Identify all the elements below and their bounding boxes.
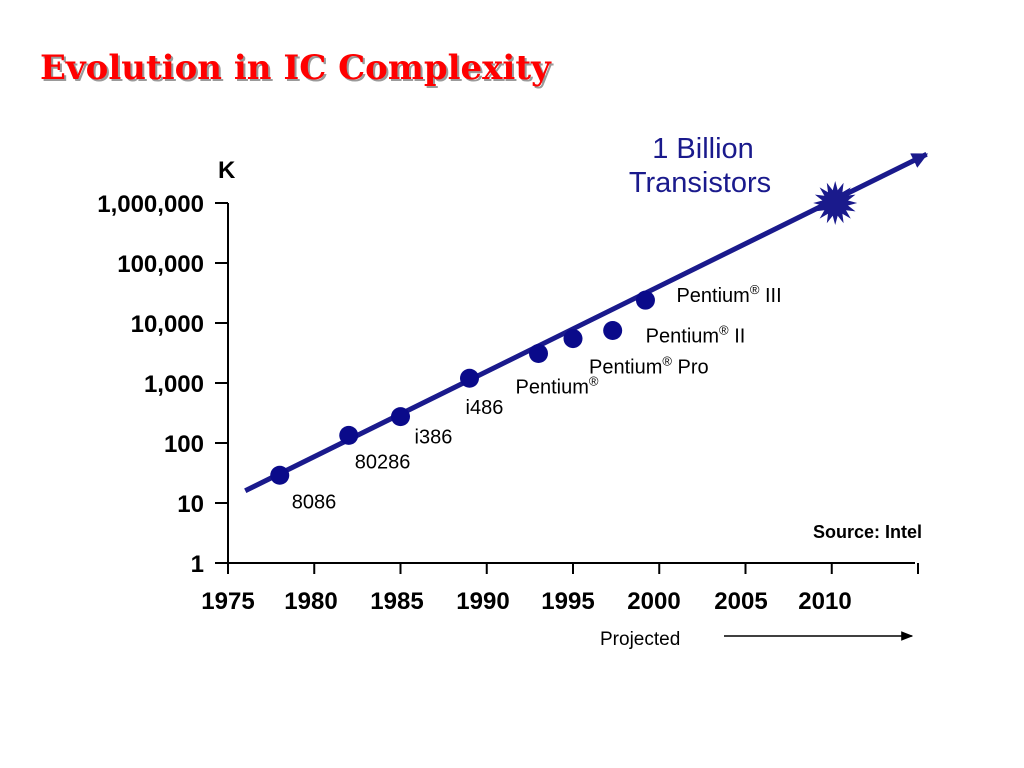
x-tick-label: 2010	[798, 588, 851, 615]
data-point-label: i486	[466, 397, 504, 419]
y-tick-label: 10,000	[131, 311, 204, 338]
data-point-marker	[270, 465, 290, 485]
x-tick-label: 1975	[201, 588, 254, 615]
y-tick-label: 1,000	[144, 371, 204, 398]
data-point-marker	[603, 320, 623, 340]
data-point-marker	[563, 329, 583, 349]
milestone-callout: 1 Billion Transistors	[629, 133, 771, 199]
milestone-label-line2: Transistors	[629, 167, 771, 199]
data-point-label: Pentium®	[516, 374, 599, 399]
y-tick-label: 100,000	[117, 251, 204, 278]
data-point-label: Pentium® III	[676, 282, 781, 307]
y-axis-ticks: 1 10 100 1,000 10,000 100,000 1,000,000	[97, 191, 228, 578]
data-point-marker	[391, 407, 410, 427]
data-point-label: 80286	[355, 451, 411, 473]
data-point-marker	[529, 344, 548, 364]
source-note: Source: Intel	[813, 522, 922, 542]
milestone-starburst-icon	[813, 181, 858, 225]
x-tick-label: 1980	[284, 588, 337, 615]
data-point-label: i386	[415, 427, 453, 449]
x-tick-label: 1990	[456, 588, 509, 615]
data-point-marker	[635, 290, 655, 310]
y-tick-label: 1,000,000	[97, 191, 204, 218]
y-tick-label: 100	[164, 431, 204, 458]
y-axis-unit-label: K	[218, 157, 236, 184]
trend-line	[244, 151, 929, 493]
data-point-label: Pentium® II	[646, 322, 746, 347]
data-point-marker	[460, 368, 479, 388]
x-tick-label: 2000	[627, 588, 680, 615]
x-tick-label: 2005	[714, 588, 767, 615]
milestone-label-line1: 1 Billion	[652, 133, 754, 165]
projected-label: Projected	[600, 629, 680, 650]
y-tick-label: 10	[177, 491, 204, 518]
data-point-label: Pentium® Pro	[589, 354, 709, 379]
data-point-marker	[339, 425, 359, 445]
x-tick-label: 1985	[370, 588, 423, 615]
data-point-label: 8086	[292, 491, 337, 513]
data-points	[270, 290, 655, 485]
x-tick-label: 1995	[541, 588, 594, 615]
y-tick-label: 1	[191, 551, 204, 578]
x-axis-ticks: 1975 1980 1985 1990 1995 2000 2005 2010	[201, 563, 919, 615]
slide-title: Evolution in IC Complexity	[40, 48, 551, 88]
